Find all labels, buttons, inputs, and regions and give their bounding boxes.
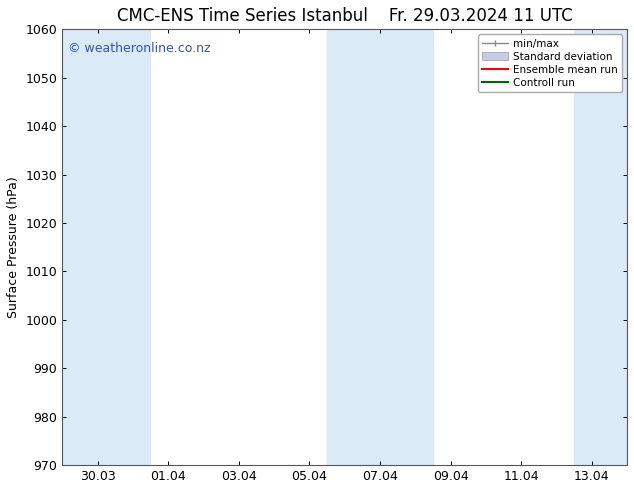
Bar	[574, 29, 627, 465]
Bar	[327, 29, 433, 465]
Legend: min/max, Standard deviation, Ensemble mean run, Controll run: min/max, Standard deviation, Ensemble me…	[477, 34, 622, 92]
Text: © weatheronline.co.nz: © weatheronline.co.nz	[68, 42, 210, 55]
Title: CMC-ENS Time Series Istanbul    Fr. 29.03.2024 11 UTC: CMC-ENS Time Series Istanbul Fr. 29.03.2…	[117, 7, 573, 25]
Bar	[62, 29, 150, 465]
Y-axis label: Surface Pressure (hPa): Surface Pressure (hPa)	[7, 176, 20, 318]
